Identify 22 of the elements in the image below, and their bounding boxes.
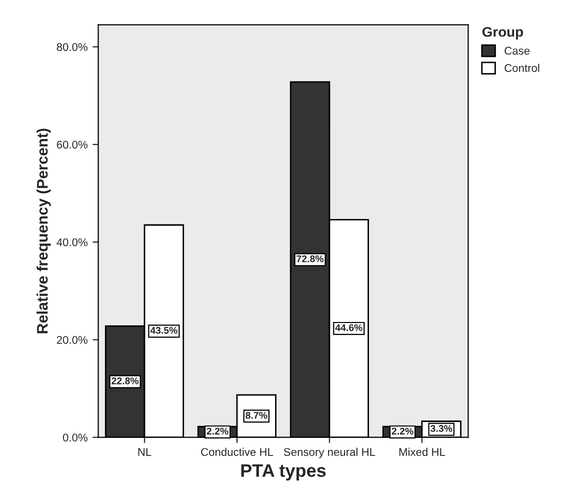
data-label: 72.8% <box>296 255 324 262</box>
y-tick-label: 20.0% <box>56 336 88 344</box>
y-tick-label: 80.0% <box>56 43 88 51</box>
data-label: 22.8% <box>112 377 139 384</box>
y-tick-label: 40.0% <box>56 238 88 246</box>
data-label: 44.6% <box>335 324 362 332</box>
y-tick-label: 0.0% <box>62 434 88 442</box>
x-axis-title: PTA types <box>241 464 326 481</box>
legend-title: Group <box>482 26 523 40</box>
y-axis-title: Relative frequency (Percent) <box>36 128 51 334</box>
x-tick-label: NL <box>138 448 152 456</box>
y-tick-label: 60.0% <box>56 140 88 149</box>
data-label: 8.7% <box>246 412 268 419</box>
x-tick-label: Sensory neural HL <box>284 448 376 458</box>
x-tick-label: Conductive HL <box>201 448 274 456</box>
data-label: 3.3% <box>430 425 452 432</box>
data-label: 2.2% <box>392 428 414 435</box>
legend-label: Control <box>504 64 540 72</box>
x-tick-label: Mixed HL <box>399 448 446 456</box>
data-label: 2.2% <box>206 428 228 435</box>
data-label: 43.5% <box>150 326 178 334</box>
legend-label: Case <box>504 46 530 55</box>
